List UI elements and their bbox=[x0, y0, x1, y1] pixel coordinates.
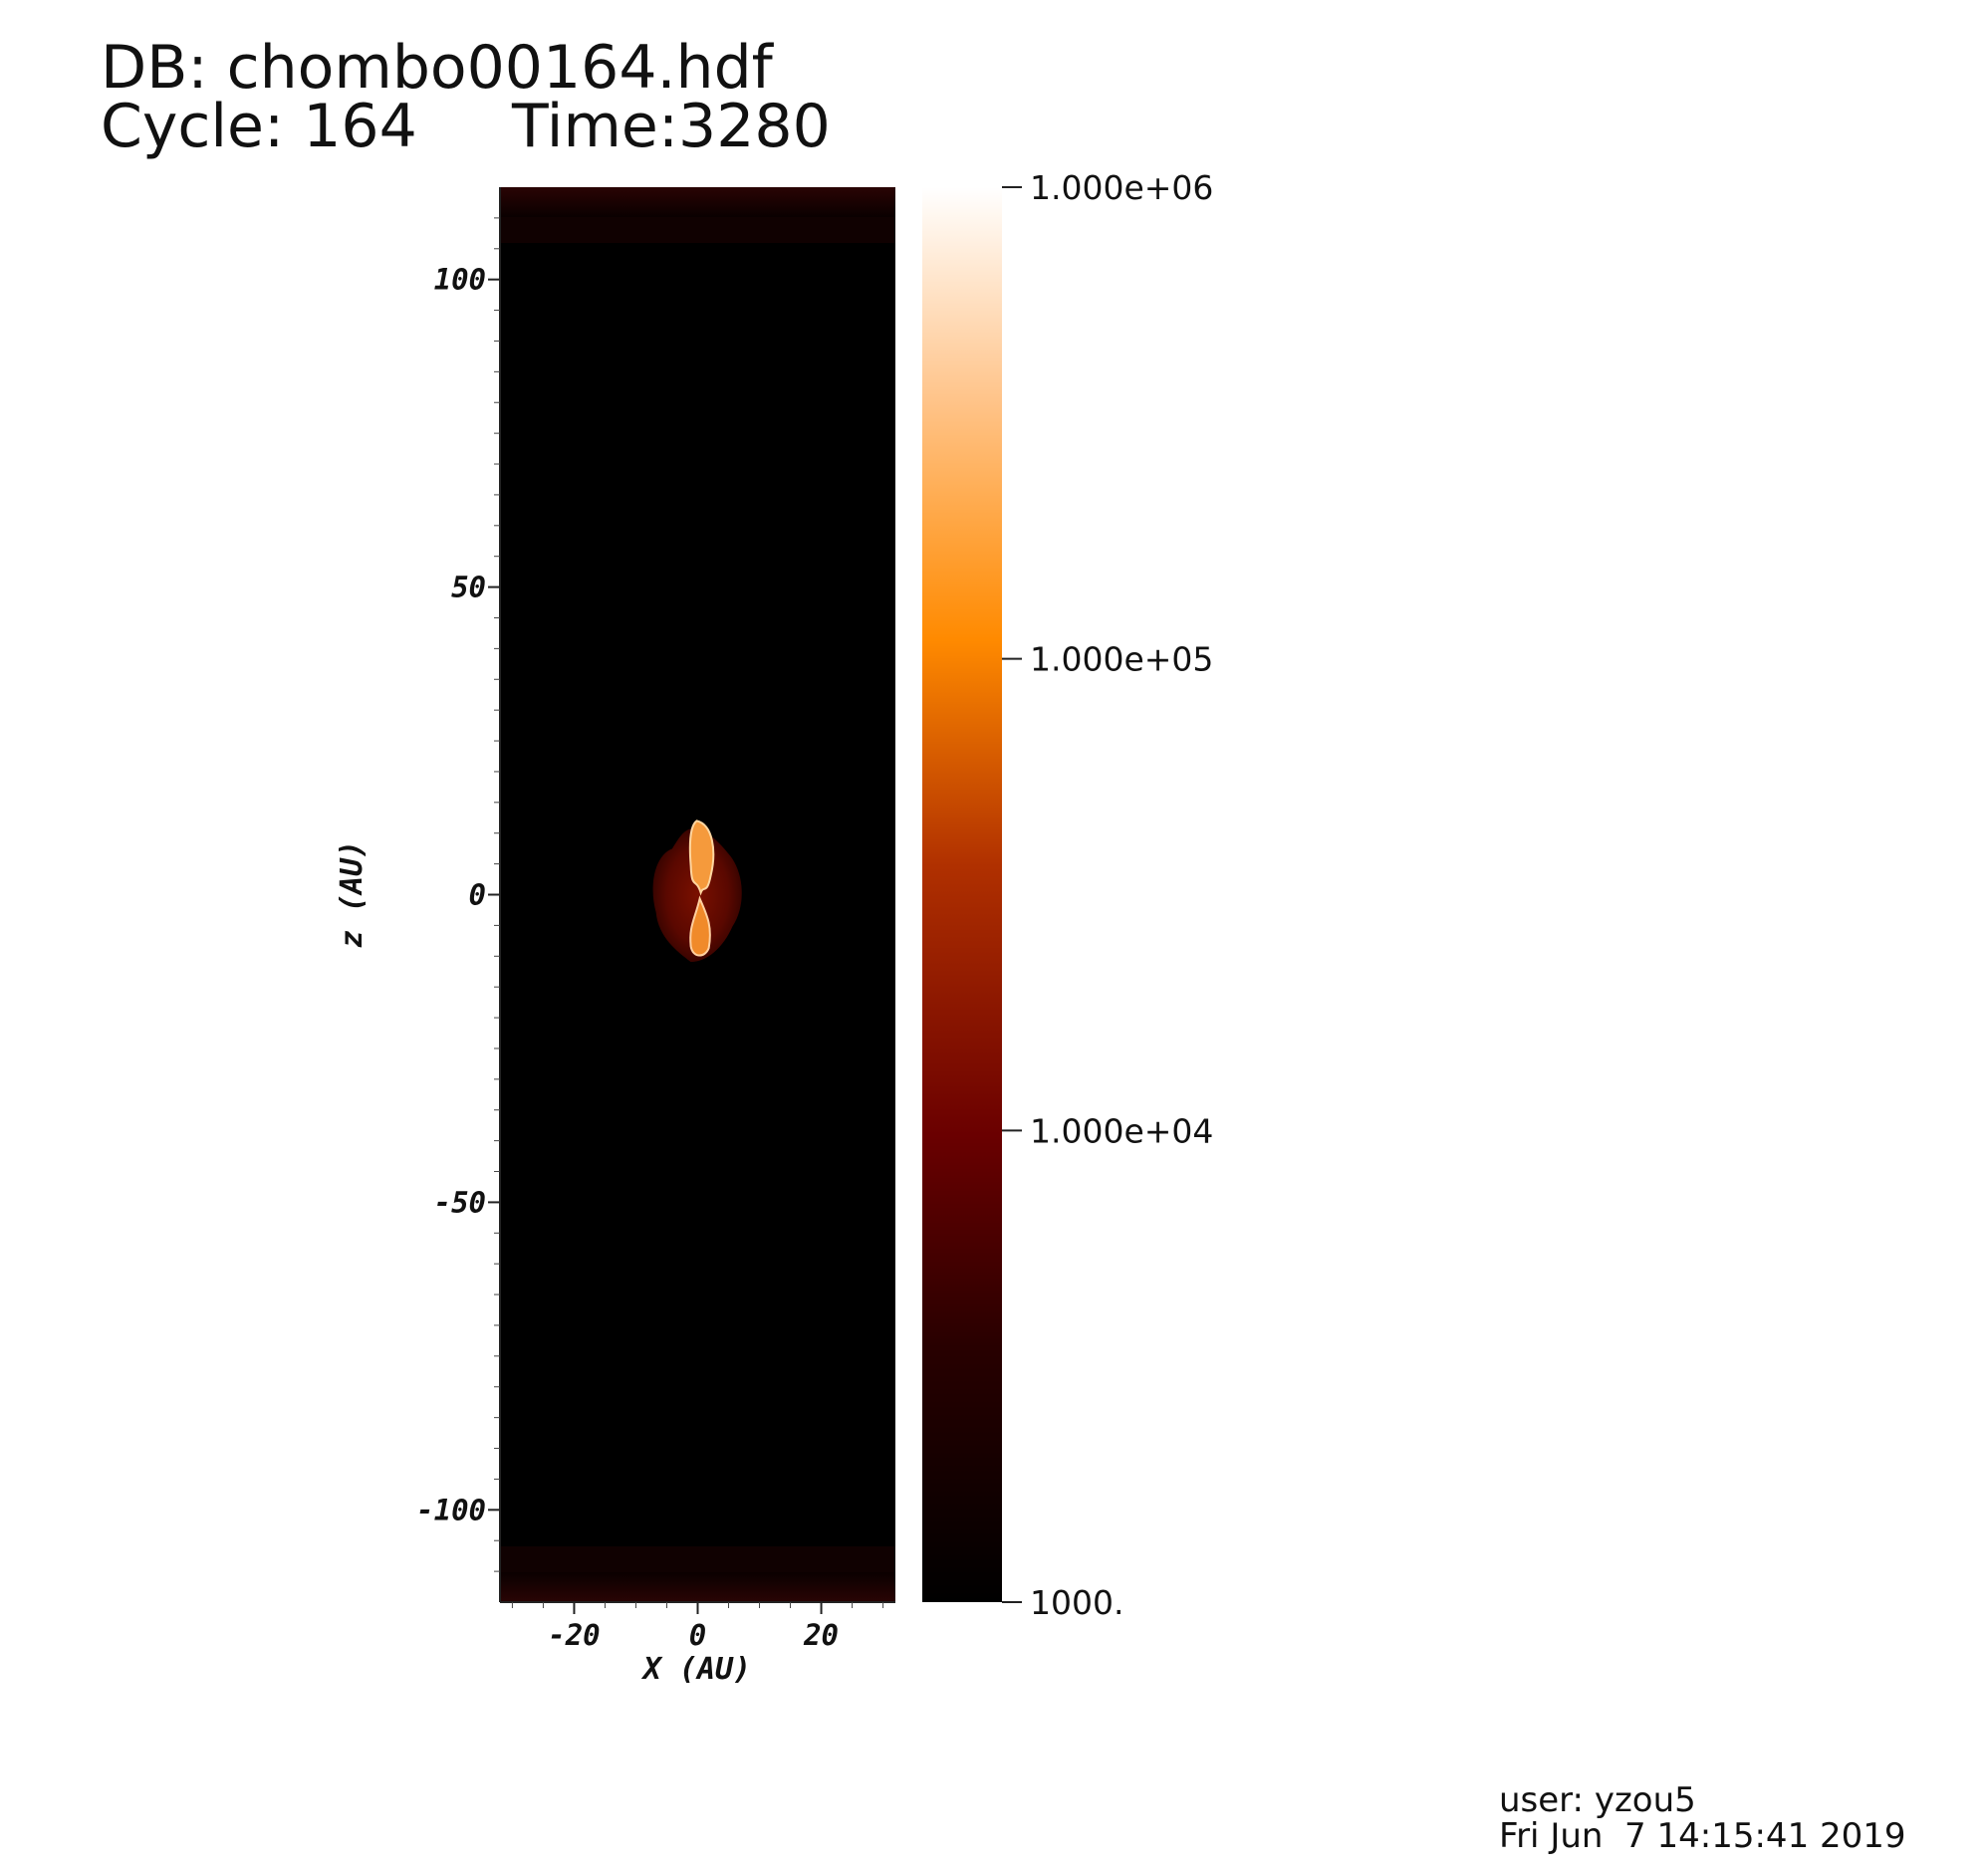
boundary-band-top-inner bbox=[500, 217, 895, 243]
time-label: Time:3280 bbox=[512, 92, 831, 161]
x-tick-label: 20 bbox=[803, 1618, 839, 1652]
x-axis-title: X (AU) bbox=[640, 1652, 751, 1687]
boundary-band-bottom bbox=[500, 1572, 895, 1602]
colorbar-tick-label: 1.000e+04 bbox=[1030, 1111, 1213, 1150]
y-axis-title: z (AU) bbox=[335, 840, 370, 948]
outflow-halo bbox=[652, 827, 742, 962]
colorbar bbox=[922, 187, 1002, 1602]
y-tick-label: -100 bbox=[416, 1493, 486, 1526]
cycle-label: Cycle: 164 bbox=[101, 92, 417, 161]
y-tick-label: 0 bbox=[469, 878, 486, 912]
y-tick-label: 100 bbox=[434, 263, 486, 297]
database-label: DB: chombo00164.hdf bbox=[101, 33, 773, 103]
boundary-band-top bbox=[500, 187, 895, 217]
boundary-band-bottom-inner bbox=[500, 1546, 895, 1572]
jet-lower-lobe bbox=[689, 895, 711, 957]
colorbar-tick-label: 1.000e+06 bbox=[1030, 168, 1213, 207]
timestamp-label: Fri Jun 7 14:15:41 2019 bbox=[1499, 1816, 1906, 1856]
jet-upper-lobe bbox=[688, 819, 715, 896]
y-tick-label: -50 bbox=[434, 1185, 486, 1219]
user-label: user: yzou5 bbox=[1499, 1780, 1696, 1820]
y-tick-label: 50 bbox=[451, 571, 486, 604]
x-tick-label: 0 bbox=[689, 1618, 706, 1652]
x-tick-label: -20 bbox=[548, 1618, 600, 1652]
colorbar-tick-label: 1000. bbox=[1030, 1583, 1123, 1622]
colorbar-tick-label: 1.000e+05 bbox=[1030, 640, 1213, 679]
